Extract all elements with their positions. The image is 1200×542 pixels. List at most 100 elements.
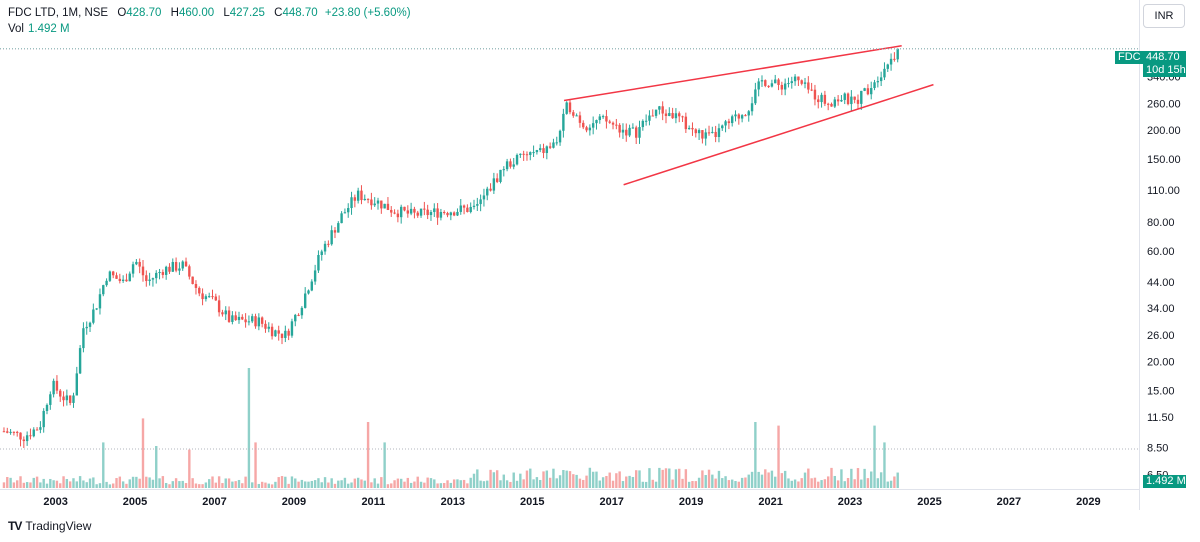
candle-body (678, 113, 681, 117)
candle-body (721, 125, 724, 129)
candle-body (697, 130, 701, 134)
candle-body (340, 213, 343, 224)
currency-button[interactable]: INR (1143, 4, 1185, 28)
volume-bar (35, 476, 39, 488)
candle-body (2, 431, 6, 433)
candle-body (618, 124, 621, 133)
candle-body (6, 431, 9, 433)
candle-body (45, 404, 49, 411)
volume-bar (181, 480, 184, 488)
candle-body (502, 169, 505, 171)
candle-body (737, 114, 741, 119)
candle-body (419, 208, 423, 216)
candle-body (25, 435, 29, 442)
y-tick-label: 200.00 (1147, 125, 1181, 137)
candle-body (893, 58, 896, 60)
candle-body (727, 121, 731, 124)
candle-body (98, 294, 102, 309)
volume-bar (830, 467, 833, 488)
volume-bar (678, 468, 681, 488)
volume-bar (764, 469, 767, 488)
volume-bar (572, 474, 575, 488)
candle-body (181, 261, 184, 269)
volume-bar (730, 479, 734, 488)
candle-body (294, 314, 297, 322)
x-tick-label: 2013 (441, 496, 465, 508)
candle-body (188, 266, 191, 277)
volume-bar (171, 481, 174, 488)
volume-bar (489, 469, 492, 488)
candle-body (750, 103, 754, 112)
volume-bar (174, 478, 178, 488)
candle-body (373, 203, 376, 206)
volume-bar (767, 472, 770, 488)
candle-body (399, 206, 403, 218)
candle-body (270, 326, 274, 337)
candle-body (777, 79, 780, 85)
volume-bar (92, 477, 95, 488)
volume-bar (499, 480, 502, 488)
candle-body (797, 76, 800, 81)
candle-body (52, 380, 55, 395)
candle-body (598, 116, 601, 121)
volume-bar (433, 479, 436, 488)
candle-body (436, 208, 439, 218)
candle-body (621, 129, 625, 133)
volume-bar (595, 471, 598, 488)
candle-body (376, 200, 380, 204)
volume-bar (65, 479, 69, 488)
candle-body (155, 272, 158, 279)
volume-bar (396, 478, 400, 488)
candle-body (68, 395, 72, 403)
volume-bar (512, 472, 515, 488)
candle-body (171, 262, 174, 272)
volume-bar (360, 479, 363, 488)
volume-bar (621, 481, 625, 488)
candle-body (803, 82, 807, 84)
volume-bar (820, 480, 823, 488)
volume-bar (618, 471, 621, 488)
candle-body (95, 308, 98, 310)
volume-bar (651, 479, 654, 488)
volume-bar (509, 481, 512, 488)
volume-bar (22, 482, 26, 488)
low-label: L (223, 7, 230, 19)
volume-tag: 1.492 M (1143, 475, 1186, 488)
candle-body (774, 79, 777, 84)
volume-bar (578, 478, 582, 488)
candle-body (105, 280, 108, 286)
trendline-layer[interactable] (563, 45, 934, 186)
volume-bar (734, 481, 737, 488)
candle-body (194, 283, 198, 288)
tradingview-branding[interactable]: TV TradingView (8, 519, 91, 533)
candle-body (830, 103, 833, 107)
volume-bar (452, 479, 456, 488)
candle-body (681, 116, 684, 118)
candle-body (548, 146, 552, 148)
candle-body (310, 281, 314, 291)
volume-bar (383, 442, 386, 488)
volume-bar (59, 483, 62, 488)
candle-body (118, 278, 122, 282)
volume-bar (664, 468, 668, 488)
volume-bar (330, 478, 333, 488)
volume-bar (429, 478, 433, 488)
volume-bar (19, 476, 22, 488)
time-axis[interactable]: 2003 2005 2007 2009 2011 2013 2015 2017 2019 2021… (43, 496, 1100, 508)
candle-body (280, 333, 284, 338)
candle-body (370, 199, 373, 206)
volume-bar (191, 478, 194, 488)
volume-bar (247, 368, 251, 488)
symbol-label[interactable]: FDC LTD, 1M, NSE (8, 7, 109, 19)
candle-body (843, 93, 846, 100)
chart-legend: FDC LTD, 1M, NSE O428.70 H460.00 L427.25… (8, 5, 411, 37)
volume-bar (539, 479, 542, 488)
volume-bar (373, 478, 376, 488)
volume-bar (727, 480, 731, 488)
volume-bar (320, 482, 323, 488)
volume-bar (790, 480, 793, 488)
volume-bar (575, 474, 578, 488)
candle-body (826, 103, 830, 105)
volume-bar (522, 479, 525, 488)
